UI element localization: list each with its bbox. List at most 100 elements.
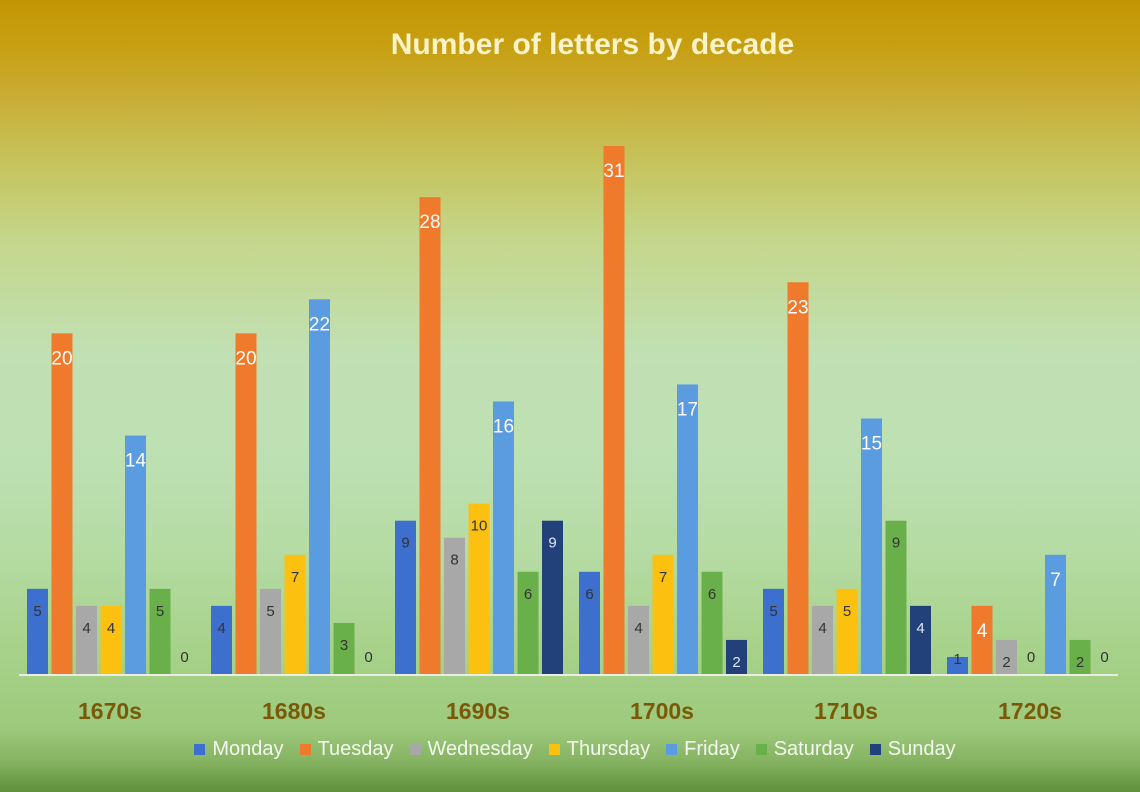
category-label-1680s: 1680s [262, 698, 326, 724]
bar-tuesday-1720s [971, 605, 993, 674]
legend-item-sunday: Sunday [869, 738, 956, 761]
legend-item-tuesday: Tuesday [299, 737, 394, 761]
bar-saturday-1700s [701, 571, 723, 674]
data-label-friday-1720s: 7 [1050, 570, 1061, 591]
bar-wednesday-1700s [628, 605, 649, 674]
category-label-1720s: 1720s [998, 698, 1062, 724]
data-label-monday-1710s: 5 [769, 603, 777, 620]
bar-tuesday-1700s [603, 146, 625, 674]
bar-saturday-1690s [517, 571, 539, 674]
legend-swatch [409, 743, 421, 755]
bar-wednesday-1710s [812, 605, 833, 674]
category-label-1710s: 1710s [814, 698, 878, 724]
legend-item-wednesday: Wednesday [409, 737, 533, 761]
data-label-thursday-1690s: 10 [471, 518, 488, 535]
data-label-friday-1680s: 22 [309, 314, 330, 335]
data-label-saturday-1690s: 6 [524, 586, 532, 603]
data-label-thursday-1710s: 5 [843, 603, 851, 620]
legend-label: Tuesday [317, 737, 394, 760]
data-label-friday-1700s: 17 [677, 399, 698, 420]
bar-thursday-1710s [836, 588, 858, 674]
data-label-wednesday-1670s: 4 [82, 620, 90, 637]
data-label-monday-1690s: 9 [401, 535, 409, 552]
bar-wednesday-1680s [260, 588, 281, 674]
bar-monday-1710s [763, 588, 784, 674]
legend-label: Friday [684, 737, 740, 760]
chart-title: Number of letters by decade [390, 28, 795, 61]
data-label-saturday-1670s: 5 [156, 603, 164, 620]
legend-swatch [666, 743, 678, 755]
legend-swatch [869, 743, 881, 755]
data-label-sunday-1680s: 0 [364, 649, 372, 666]
data-label-wednesday-1710s: 4 [818, 620, 826, 637]
bar-sunday-1700s [726, 639, 747, 674]
data-label-sunday-1700s: 2 [732, 654, 740, 671]
bar-thursday-1680s [284, 554, 306, 674]
data-label-wednesday-1720s: 2 [1002, 654, 1010, 671]
data-label-wednesday-1700s: 4 [634, 620, 642, 637]
bar-wednesday-1720s [996, 639, 1017, 674]
data-label-wednesday-1680s: 5 [266, 603, 274, 620]
legend-swatch [548, 743, 560, 755]
bar-thursday-1690s [468, 503, 490, 674]
data-label-tuesday-1680s: 20 [235, 348, 256, 369]
legend-item-friday: Friday [666, 738, 740, 761]
legend-label: Wednesday [427, 737, 533, 760]
data-label-friday-1670s: 14 [125, 451, 147, 472]
data-label-tuesday-1720s: 4 [977, 621, 988, 642]
bar-saturday-1710s [885, 520, 907, 674]
data-label-thursday-1680s: 7 [291, 569, 299, 586]
bar-monday-1680s [211, 605, 232, 674]
category-label-1670s: 1670s [78, 698, 142, 724]
data-label-sunday-1690s: 9 [548, 535, 556, 552]
legend-swatch [194, 743, 206, 755]
bar-thursday-1670s [100, 605, 122, 674]
data-label-monday-1670s: 5 [33, 603, 41, 620]
bar-monday-1690s [395, 520, 416, 674]
bar-sunday-1690s [542, 520, 563, 674]
chart-legend: Monday Tuesday Wednesday Thursday Friday Satu… [0, 734, 1140, 764]
bar-sunday-1710s [910, 605, 931, 674]
legend-swatch [755, 743, 767, 755]
data-label-sunday-1710s: 4 [916, 620, 924, 637]
legend-label: Saturday [773, 737, 854, 760]
data-label-monday-1700s: 6 [585, 586, 593, 603]
bar-friday-1720s [1045, 554, 1066, 674]
bar-monday-1700s [579, 571, 600, 674]
bar-saturday-1720s [1069, 639, 1091, 674]
bar-friday-1690s [493, 401, 514, 674]
legend-swatch [299, 743, 311, 755]
legend-item-thursday: Thursday [548, 737, 651, 761]
bar-saturday-1680s [333, 622, 355, 674]
data-label-saturday-1700s: 6 [708, 586, 716, 603]
legend-item-saturday: Saturday [755, 737, 854, 761]
data-label-tuesday-1670s: 20 [51, 348, 72, 369]
data-label-tuesday-1700s: 31 [603, 161, 624, 182]
data-label-saturday-1710s: 9 [892, 535, 900, 552]
bar-monday-1720s [947, 656, 968, 674]
bar-friday-1700s [677, 384, 698, 674]
data-label-saturday-1680s: 3 [340, 637, 348, 654]
bar-friday-1680s [309, 299, 330, 674]
bar-saturday-1670s [149, 588, 171, 674]
data-label-monday-1680s: 4 [217, 620, 225, 637]
data-label-monday-1720s: 1 [953, 651, 961, 668]
bar-monday-1670s [27, 588, 48, 674]
data-label-thursday-1670s: 4 [107, 620, 115, 637]
data-label-thursday-1700s: 7 [659, 569, 667, 586]
bar-wednesday-1670s [76, 605, 97, 674]
data-label-tuesday-1690s: 28 [419, 212, 440, 233]
bar-tuesday-1680s [235, 333, 257, 674]
data-label-friday-1690s: 16 [493, 416, 514, 437]
legend-label: Monday [212, 737, 284, 760]
legend-label: Thursday [566, 737, 651, 760]
bar-wednesday-1690s [444, 537, 465, 674]
data-label-sunday-1670s: 0 [180, 649, 188, 666]
bar-tuesday-1670s [51, 333, 73, 674]
data-label-sunday-1720s: 0 [1100, 649, 1108, 666]
bar-tuesday-1690s [419, 197, 441, 674]
data-label-thursday-1720s: 0 [1027, 649, 1035, 666]
bar-friday-1710s [861, 418, 882, 674]
data-label-friday-1710s: 15 [861, 434, 882, 455]
